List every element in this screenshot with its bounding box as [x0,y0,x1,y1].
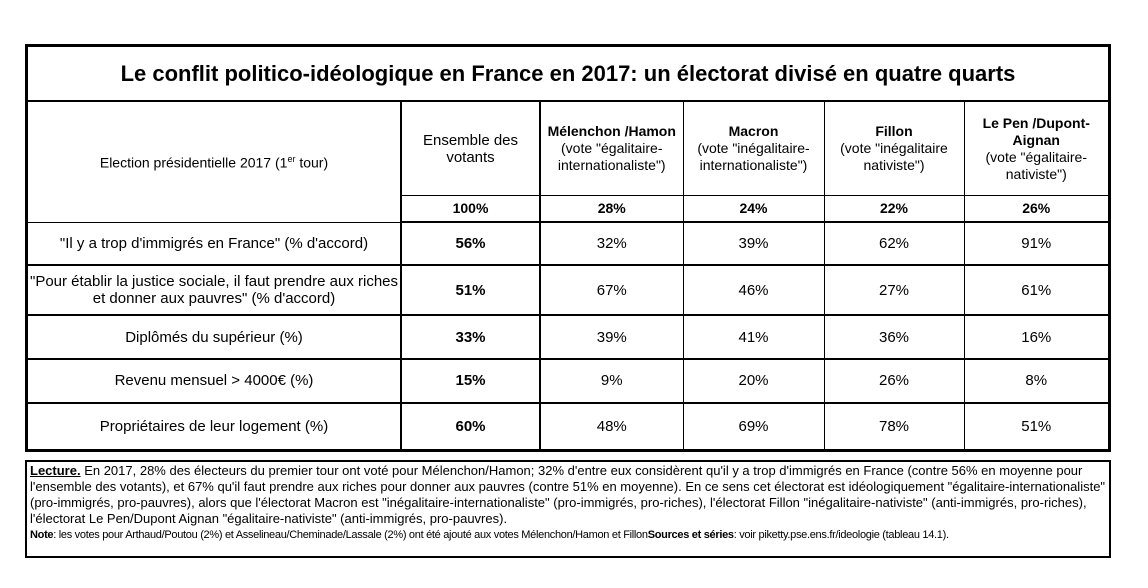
value-cell: 51% [400,264,541,316]
share-cell: 22% [823,195,965,224]
value-cell: 39% [682,221,825,267]
share-cell: 24% [682,195,825,224]
election-label-sup: er [287,154,296,165]
value-cell: 41% [682,314,825,361]
table-row: Revenu mensuel > 4000€ (%) 15% 9% 20% 26… [28,358,1108,404]
share-cell: 26% [963,195,1108,224]
col-header-lepen-name: Le Pen /Dupont-Aignan [982,114,1090,148]
value-cell: 56% [400,221,541,267]
col-header-fillon-name: Fillon [875,123,913,140]
value-cell: 33% [400,314,541,361]
value-cell: 27% [823,264,965,316]
header-row: Election présidentielle 2017 (1er tour) … [28,102,1108,223]
col-header-fillon-sub: (vote "inégalitaire nativiste") [840,140,948,174]
col-header-melenchon-name: Mélenchon /Hamon [547,123,676,140]
value-cell: 20% [682,358,825,404]
election-label: Election présidentielle 2017 (1 [99,155,288,172]
value-cell: 26% [823,358,965,404]
col-header-ensemble: Ensemble des votants [400,102,541,197]
value-cell: 39% [539,314,684,361]
share-row: 100% 28% 24% 22% 26% [28,195,1108,224]
row-label: "Pour établir la justice sociale, il fau… [28,264,402,316]
value-cell: 51% [963,402,1108,449]
row-label: "Il y a trop d'immigrés en France" (% d'… [28,221,402,267]
lecture-label: Lecture. [30,463,81,478]
col-header-macron: Macron (vote "inégalitaire-international… [682,102,825,197]
row-label: Propriétaires de leur logement (%) [28,402,402,449]
table-title: Le conflit politico-idéologique en Franc… [28,47,1108,102]
value-cell: 32% [539,221,684,267]
value-cell: 69% [682,402,825,449]
table-row: "Pour établir la justice sociale, il fau… [28,264,1108,316]
col-header-lepen-sub: (vote "égalitaire-nativiste") [985,148,1087,182]
value-cell: 8% [963,358,1108,404]
col-header-melenchon-sub: (vote "égalitaire-internationaliste") [557,140,666,174]
col-header-lepen: Le Pen /Dupont-Aignan (vote "égalitaire-… [963,102,1108,197]
col-header-macron-sub: (vote "inégalitaire-internationaliste") [697,140,810,174]
value-cell: 16% [963,314,1108,361]
table-row: "Il y a trop d'immigrés en France" (% d'… [28,221,1108,267]
election-label-suffix: tour) [295,155,329,172]
row-label: Revenu mensuel > 4000€ (%) [28,358,402,404]
reading-note: Lecture. En 2017, 28% des électeurs du p… [25,460,1111,558]
table-frame: Le conflit politico-idéologique en Franc… [25,44,1111,452]
col-header-fillon: Fillon (vote "inégalitaire nativiste") [823,102,965,197]
col-header-macron-name: Macron [728,123,779,140]
sources-text: : voir piketty.pse.ens.fr/ideologie (tab… [733,529,949,541]
note-label: Note [30,529,54,541]
value-cell: 9% [539,358,684,404]
lecture-text: En 2017, 28% des électeurs du premier to… [30,463,1106,526]
row-label: Diplômés du supérieur (%) [28,314,402,361]
note-line: Note: les votes pour Arthaud/Poutou (2%)… [30,527,1107,543]
table-row: Diplômés du supérieur (%) 33% 39% 41% 36… [28,314,1108,361]
value-cell: 36% [823,314,965,361]
note-text: : les votes pour Arthaud/Poutou (2%) et … [53,529,648,541]
value-cell: 78% [823,402,965,449]
value-cell: 60% [400,402,541,449]
table-row: Propriétaires de leur logement (%) 60% 4… [28,402,1108,449]
value-cell: 62% [823,221,965,267]
value-cell: 48% [539,402,684,449]
election-label-cell: Election présidentielle 2017 (1er tour) [28,102,402,223]
value-cell: 15% [400,358,541,404]
data-table: Election présidentielle 2017 (1er tour) … [28,102,1108,449]
col-header-ensemble-name: Ensemble des votants [422,131,519,166]
value-cell: 61% [963,264,1108,316]
col-header-melenchon: Mélenchon /Hamon (vote "égalitaire-inter… [539,102,684,197]
share-cell: 28% [539,195,684,224]
value-cell: 91% [963,221,1108,267]
share-cell: 100% [401,195,541,224]
value-cell: 67% [539,264,684,316]
value-cell: 46% [682,264,825,316]
sources-label: Sources et séries [647,529,734,541]
